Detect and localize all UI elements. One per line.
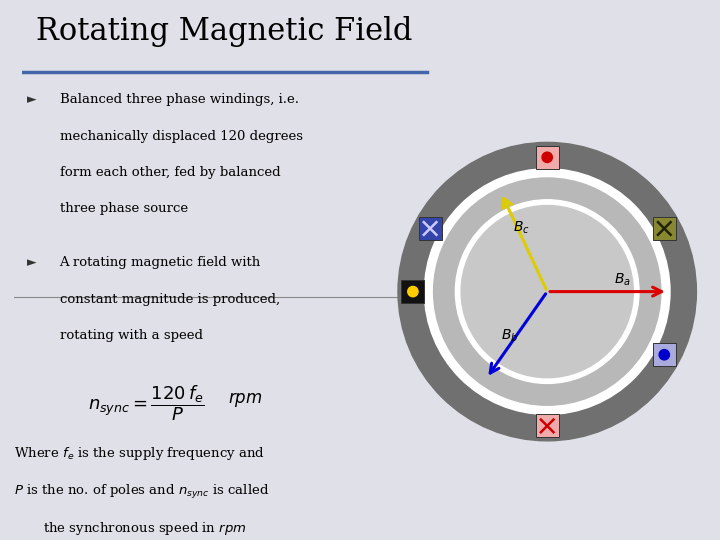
Circle shape [455,200,639,383]
Circle shape [461,206,634,377]
Circle shape [398,143,696,441]
FancyBboxPatch shape [536,146,559,169]
Circle shape [408,286,418,297]
Text: Where $f_e$ is the supply frequency and: Where $f_e$ is the supply frequency and [14,445,265,462]
Text: Rotating Magnetic Field: Rotating Magnetic Field [35,16,412,47]
Text: mechanically displaced 120 degrees: mechanically displaced 120 degrees [60,130,302,143]
Text: A rotating magnetic field with: A rotating magnetic field with [60,256,261,269]
FancyBboxPatch shape [418,217,441,240]
Text: $B_c$: $B_c$ [513,220,529,237]
Circle shape [433,178,661,405]
Text: ►: ► [27,256,36,269]
FancyBboxPatch shape [536,414,559,437]
Circle shape [659,349,670,360]
Text: $rpm$: $rpm$ [228,389,262,409]
Text: constant magnitude is produced,: constant magnitude is produced, [60,293,279,306]
Text: form each other, fed by balanced: form each other, fed by balanced [60,166,280,179]
Text: three phase source: three phase source [60,202,188,215]
FancyBboxPatch shape [653,343,676,366]
FancyBboxPatch shape [402,280,424,303]
Text: Balanced three phase windings, i.e.: Balanced three phase windings, i.e. [60,93,299,106]
Text: rotating with a speed: rotating with a speed [60,329,202,342]
Text: $B_a$: $B_a$ [613,272,631,288]
FancyBboxPatch shape [653,217,676,240]
Text: the synchronous speed in $\mathit{rpm}$: the synchronous speed in $\mathit{rpm}$ [43,520,247,537]
Text: $n_{sync} = \dfrac{120\, f_e}{P}$: $n_{sync} = \dfrac{120\, f_e}{P}$ [89,383,205,422]
Text: $P$ is the no. of poles and $n_{sync}$ is called: $P$ is the no. of poles and $n_{sync}$ i… [14,483,270,501]
Text: ►: ► [27,93,36,106]
Circle shape [542,152,552,163]
Circle shape [424,169,670,414]
Text: $B_b$: $B_b$ [501,328,518,344]
